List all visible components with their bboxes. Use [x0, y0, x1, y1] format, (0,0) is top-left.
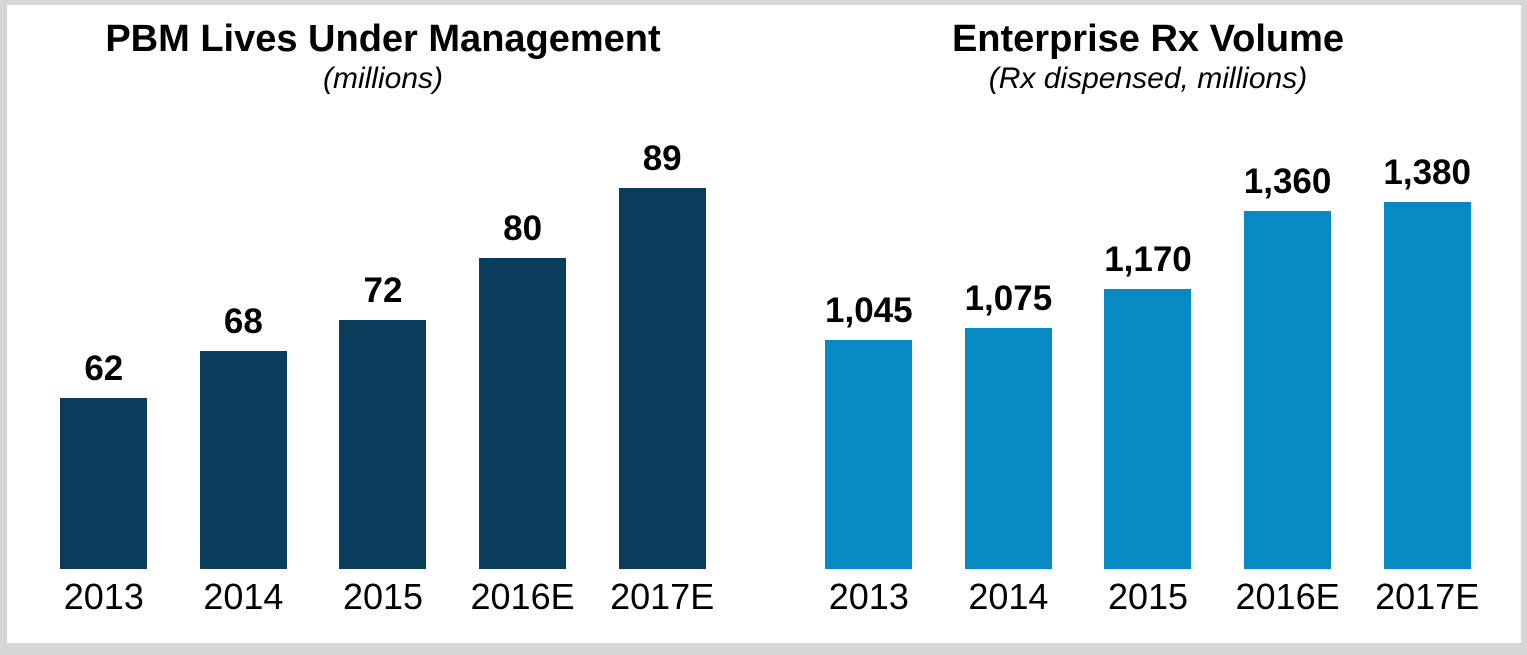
bar-column: 1,170 [1078, 239, 1218, 570]
bar [1104, 289, 1192, 570]
bar-value-label: 1,380 [1383, 152, 1471, 192]
bar [60, 398, 148, 570]
x-axis-label: 2015 [1107, 576, 1189, 618]
x-axis-label: 2015 [342, 576, 424, 618]
x-axis: 2013 2014 2015 2016E 2017E [799, 575, 1497, 618]
bar-column: 80 [453, 208, 593, 570]
bar-column: 89 [592, 138, 732, 570]
x-axis-label: 2014 [968, 576, 1049, 618]
bar-column: 1,075 [939, 278, 1079, 570]
bar-value-label: 72 [363, 270, 403, 310]
bar [1244, 211, 1332, 570]
x-axis-label: 2016E [470, 576, 575, 618]
plot-area: 62 68 72 80 89 [34, 96, 732, 570]
bar [1383, 202, 1471, 570]
chart-title: PBM Lives Under Management [105, 18, 661, 60]
bar-column: 68 [174, 301, 314, 570]
x-axis-label: 2017E [610, 576, 715, 618]
chart-pbm-lives: PBM Lives Under Management (millions) 62… [34, 18, 732, 618]
bar-value-label: 80 [503, 208, 543, 248]
x-axis-label: 2017E [1375, 576, 1480, 618]
bar-value-label: 1,045 [825, 290, 913, 330]
x-axis-label: 2013 [63, 576, 144, 618]
bar-column: 62 [34, 348, 174, 570]
charts-row: PBM Lives Under Management (millions) 62… [7, 5, 1521, 618]
bar-value-label: 1,075 [964, 278, 1053, 318]
chart-subtitle: (millions) [323, 61, 443, 95]
x-axis: 2013 2014 2015 2016E 2017E [34, 575, 732, 618]
chart-subtitle: (Rx dispensed, millions) [988, 61, 1308, 95]
bar-column: 1,045 [799, 290, 939, 570]
bar [339, 320, 427, 570]
bar-value-label: 68 [223, 301, 263, 341]
bar-column: 1,360 [1218, 161, 1358, 570]
bar [618, 188, 706, 570]
bar-value-label: 62 [84, 348, 124, 388]
plot-area: 1,045 1,075 1,170 1,360 1,380 [799, 96, 1497, 570]
bar-value-label: 1,360 [1243, 161, 1332, 201]
bar-value-label: 1,170 [1104, 239, 1192, 279]
bar [964, 328, 1052, 570]
bar-column: 72 [313, 270, 453, 570]
bar-value-label: 89 [642, 138, 682, 178]
slide-canvas: PBM Lives Under Management (millions) 62… [7, 5, 1521, 643]
x-axis-label: 2013 [828, 576, 909, 618]
x-axis-label: 2014 [203, 576, 284, 618]
x-axis-label: 2016E [1235, 576, 1340, 618]
chart-enterprise-rx: Enterprise Rx Volume (Rx dispensed, mill… [799, 18, 1497, 618]
bar [479, 258, 567, 570]
bar [199, 351, 287, 570]
bar [825, 340, 913, 570]
bar-column: 1,380 [1357, 152, 1497, 570]
chart-title: Enterprise Rx Volume [951, 18, 1345, 60]
